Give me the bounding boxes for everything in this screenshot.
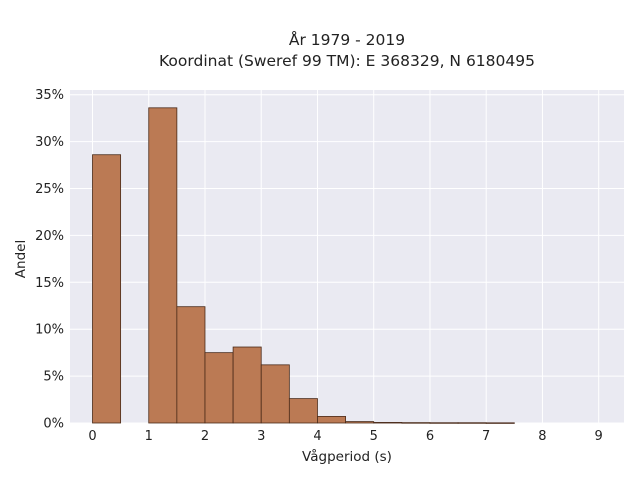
y-tick-label: 5%: [43, 370, 64, 385]
histogram-bar: [317, 416, 346, 424]
histogram-bar: [373, 422, 403, 424]
histogram-bar: [176, 306, 206, 424]
histogram-bar: [260, 364, 290, 424]
x-tick-label: 7: [482, 429, 490, 444]
histogram-bar: [429, 422, 459, 424]
x-axis-ticks: 0 1 2 3 4 5 6 7 8 9: [88, 429, 602, 444]
x-tick-label: 4: [313, 429, 321, 444]
histogram-bar: [148, 107, 178, 424]
y-tick-label: 15%: [35, 276, 64, 291]
y-tick-label: 25%: [35, 182, 64, 197]
y-tick-label: 20%: [35, 229, 64, 244]
histogram-bar: [232, 346, 262, 424]
x-tick-label: 1: [145, 429, 153, 444]
y-axis-label: Andel: [13, 240, 29, 278]
histogram-bar: [345, 421, 375, 424]
x-tick-label: 0: [88, 429, 96, 444]
chart-title-line1: År 1979 - 2019: [289, 30, 405, 49]
histogram-bar: [457, 422, 487, 424]
histogram-bar: [92, 154, 122, 424]
y-tick-label: 30%: [35, 135, 64, 150]
histogram-bar: [204, 352, 234, 424]
y-tick-label: 10%: [35, 323, 64, 338]
x-tick-label: 3: [257, 429, 265, 444]
x-tick-label: 9: [595, 429, 603, 444]
x-tick-label: 2: [201, 429, 209, 444]
chart-title-line2: Koordinat (Sweref 99 TM): E 368329, N 61…: [159, 52, 535, 70]
x-axis-label: Vågperiod (s): [302, 448, 392, 465]
x-tick-label: 5: [370, 429, 378, 444]
y-axis-ticks: 0% 5% 10% 15% 20% 25% 30% 35%: [35, 88, 64, 431]
x-tick-label: 6: [426, 429, 434, 444]
x-tick-label: 8: [538, 429, 546, 444]
histogram-bar: [485, 422, 515, 424]
histogram-bar: [401, 422, 431, 424]
histogram-bars: [92, 107, 515, 424]
y-tick-label: 35%: [35, 88, 64, 103]
histogram-bar: [288, 398, 318, 424]
y-tick-label: 0%: [43, 417, 64, 432]
